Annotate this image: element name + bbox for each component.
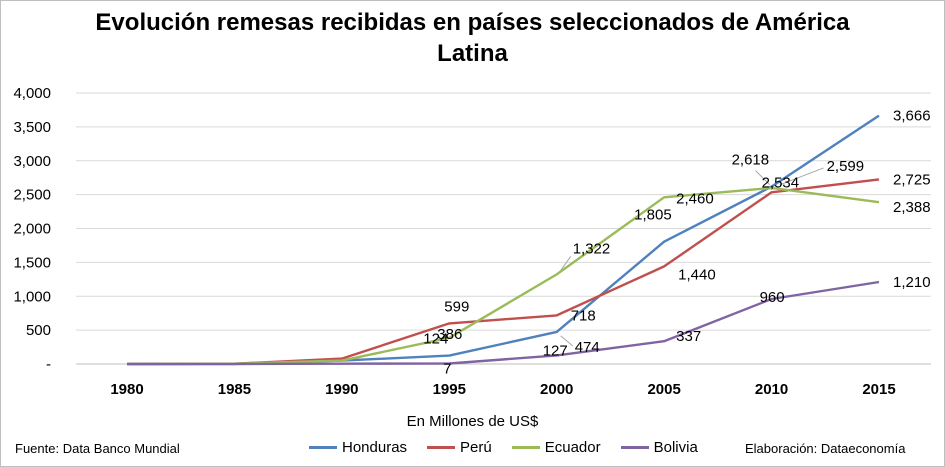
- data-label: 2,599: [827, 158, 865, 175]
- data-label: 2,725: [893, 171, 931, 188]
- legend-swatch: [309, 446, 337, 449]
- y-tick-label: 2,000: [13, 221, 51, 238]
- y-tick-label: 2,500: [13, 187, 51, 204]
- data-label: 127: [543, 342, 568, 359]
- x-axis-label: En Millones de US$: [406, 413, 539, 430]
- legend-item: Ecuador: [511, 439, 601, 456]
- x-tick-label: 1985: [218, 381, 251, 398]
- data-label: 2,460: [676, 190, 714, 207]
- chart-title-line-1: Evolución remesas recibidas en países se…: [95, 9, 850, 36]
- data-label: 718: [571, 307, 596, 324]
- data-label: 1,805: [634, 207, 672, 224]
- series-line-bolivia: [127, 280, 880, 366]
- chart-title-line-2: Latina: [437, 40, 508, 67]
- label-leader-line: [755, 170, 770, 185]
- data-label: 2,388: [893, 199, 931, 216]
- y-tick-label: 1,500: [13, 254, 51, 271]
- series-line-ecuador: [126, 186, 880, 366]
- x-tick-label: 1995: [433, 381, 466, 398]
- legend-item: Perú: [427, 439, 492, 456]
- x-tick-label: 1990: [325, 381, 358, 398]
- x-tick-label: 2015: [862, 381, 895, 398]
- data-label: 7: [443, 361, 451, 378]
- x-tick-label: 2010: [755, 381, 788, 398]
- chart-title: Evolución remesas recibidas en países se…: [1, 7, 944, 69]
- legend-item: Honduras: [309, 439, 407, 456]
- y-tick-label: 1,000: [13, 288, 51, 305]
- legend-swatch: [511, 446, 540, 449]
- y-tick-label: -: [46, 356, 51, 373]
- data-label: 1,440: [678, 266, 716, 283]
- legend-label: Honduras: [342, 439, 408, 456]
- legend-item: Bolivia: [620, 439, 698, 456]
- data-label: 386: [437, 326, 462, 343]
- data-label: 474: [575, 339, 600, 356]
- label-leader-line: [560, 256, 572, 271]
- chart-legend: Honduras Perú Ecuador Bolivia: [309, 439, 698, 456]
- data-label: 124: [423, 331, 448, 348]
- y-tick-label: 500: [26, 322, 51, 339]
- y-tick-label: 3,000: [13, 153, 51, 170]
- legend-label: Perú: [460, 439, 492, 456]
- y-tick-label: 4,000: [13, 85, 51, 102]
- source-note: Fuente: Data Banco Mundial: [15, 441, 180, 456]
- data-label: 337: [676, 328, 701, 345]
- label-leader-line: [560, 335, 574, 347]
- data-label: 1,322: [573, 240, 611, 257]
- credit-note: Elaboración: Dataeconomía: [745, 441, 906, 456]
- legend-swatch: [620, 446, 649, 449]
- data-label: 2,534: [762, 174, 800, 191]
- legend-label: Bolivia: [653, 439, 698, 456]
- x-tick-label: 1980: [110, 381, 143, 398]
- legend-label: Ecuador: [544, 439, 601, 456]
- x-tick-label: 2005: [647, 381, 680, 398]
- series-line-per: [126, 178, 880, 366]
- label-leader-line: [779, 167, 824, 186]
- data-label: 599: [444, 298, 469, 315]
- x-tick-label: 2000: [540, 381, 573, 398]
- data-label: 2,618: [732, 152, 770, 169]
- data-label: 3,666: [893, 108, 931, 125]
- data-label: 1,210: [893, 274, 931, 291]
- legend-swatch: [427, 446, 456, 449]
- y-tick-label: 3,500: [13, 119, 51, 136]
- data-label: 960: [760, 289, 785, 306]
